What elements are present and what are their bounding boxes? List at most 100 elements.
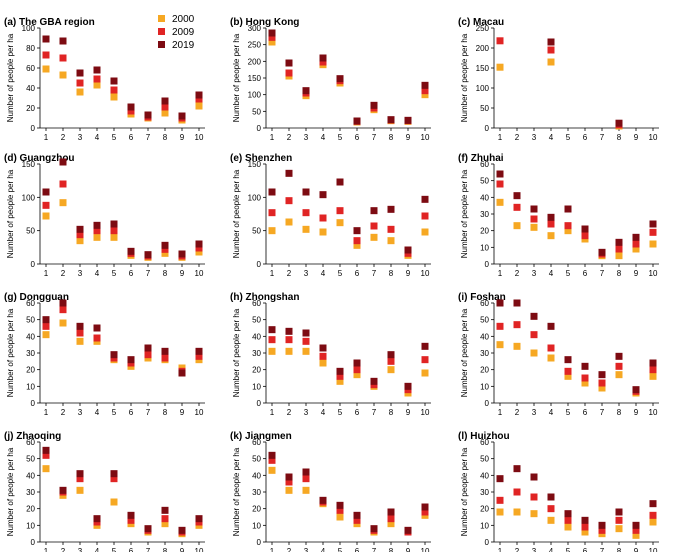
data-point-2019	[496, 299, 504, 307]
data-point-2000	[496, 341, 504, 349]
y-axis-label: Number of people per ha	[6, 308, 15, 397]
y-tick-label: 150	[22, 160, 36, 169]
data-point-2009	[302, 337, 310, 345]
y-tick-label: 100	[476, 84, 490, 93]
data-point-2000	[59, 199, 67, 207]
data-point-2019	[547, 213, 555, 221]
data-point-2019	[547, 38, 555, 46]
data-point-2009	[268, 209, 276, 217]
data-point-2019	[178, 369, 186, 377]
x-tick-label: 5	[566, 547, 571, 552]
y-tick-label: 20	[480, 366, 489, 375]
x-tick-label: 8	[617, 408, 622, 417]
x-tick-label: 5	[566, 133, 571, 142]
panel-4: (d) Guangzhou 0 50 100 150 1 2 3 4 5 6 7 8 9 10 Number …	[4, 153, 205, 278]
data-point-2000	[42, 65, 50, 73]
panel-6: (f) Zhuhai 0 10 20 30 40 50 60 1 2 3 4 5 6 7 8 9 10 Number…	[458, 153, 659, 278]
y-tick-label: 0	[31, 538, 36, 547]
data-point-2009	[76, 329, 84, 337]
data-point-2019	[370, 207, 378, 215]
x-tick-label: 2	[61, 547, 66, 552]
data-point-2019	[76, 470, 84, 478]
data-point-2019	[161, 241, 169, 249]
data-point-2009	[302, 209, 310, 217]
x-tick-label: 8	[163, 547, 168, 552]
data-point-2009	[513, 321, 521, 329]
data-point-2009	[615, 362, 623, 370]
data-point-2009	[195, 95, 203, 103]
data-point-2000	[598, 384, 606, 392]
data-point-2000	[564, 372, 572, 380]
data-point-2009	[632, 240, 640, 248]
data-point-2009	[513, 488, 521, 496]
y-tick-label: 50	[480, 104, 489, 113]
data-point-2009	[496, 496, 504, 504]
data-point-2000	[615, 525, 623, 533]
data-point-2019	[195, 240, 203, 248]
data-point-2019	[615, 508, 623, 516]
data-point-2000	[161, 109, 169, 117]
y-tick-label: 20	[26, 366, 35, 375]
data-point-2000	[336, 219, 344, 227]
data-point-2000	[76, 88, 84, 96]
x-tick-label: 4	[549, 133, 554, 142]
x-tick-label: 2	[515, 408, 520, 417]
data-point-2019	[285, 59, 293, 67]
x-tick-label: 8	[617, 133, 622, 142]
data-point-2019	[370, 377, 378, 385]
data-point-2019	[615, 352, 623, 360]
x-tick-label: 9	[180, 269, 185, 278]
data-point-2019	[127, 103, 135, 111]
data-point-2019	[564, 356, 572, 364]
data-point-2009	[353, 366, 361, 374]
data-point-2019	[387, 351, 395, 359]
x-tick-label: 10	[649, 408, 658, 417]
y-axis-label: Number of people per ha	[460, 33, 469, 122]
y-tick-label: 50	[252, 227, 261, 236]
data-point-2000	[547, 354, 555, 362]
data-point-2000	[76, 237, 84, 245]
y-tick-label: 50	[26, 455, 35, 464]
x-tick-label: 9	[180, 133, 185, 142]
data-point-2009	[336, 207, 344, 215]
y-tick-label: 30	[480, 488, 489, 497]
data-point-2019	[285, 169, 293, 177]
data-point-2009	[76, 475, 84, 483]
x-tick-label: 3	[532, 547, 537, 552]
data-point-2009	[581, 523, 589, 531]
data-point-2000	[513, 222, 521, 230]
data-point-2009	[110, 475, 118, 483]
data-point-2000	[319, 359, 327, 367]
x-tick-label: 1	[498, 547, 503, 552]
data-point-2009	[581, 374, 589, 382]
data-point-2009	[547, 505, 555, 513]
data-point-2000	[285, 218, 293, 226]
data-point-2000	[387, 237, 395, 245]
data-point-2019	[632, 521, 640, 529]
data-point-2000	[632, 245, 640, 253]
x-tick-label: 9	[406, 133, 411, 142]
y-tick-label: 30	[252, 488, 261, 497]
data-point-2009	[195, 244, 203, 252]
panel-title: (c) Macau	[458, 17, 504, 28]
y-tick-label: 50	[26, 227, 35, 236]
data-point-2019	[530, 312, 538, 320]
x-tick-label: 2	[61, 408, 66, 417]
data-point-2009	[421, 356, 429, 364]
data-point-2019	[59, 158, 67, 166]
data-point-2000	[42, 212, 50, 220]
y-tick-label: 50	[252, 455, 261, 464]
data-point-2019	[632, 386, 640, 394]
y-tick-label: 50	[480, 455, 489, 464]
data-point-2019	[42, 446, 50, 454]
x-tick-label: 4	[549, 408, 554, 417]
legend-label-2009: 2009	[172, 27, 195, 38]
data-point-2009	[319, 214, 327, 222]
x-tick-label: 10	[421, 547, 430, 552]
data-point-2009	[353, 516, 361, 524]
panel-9: (i) Foshan 0 10 20 30 40 50 60 1 2 3 4 5 6 7 8 9 10 Number…	[458, 292, 659, 417]
y-tick-label: 200	[476, 44, 490, 53]
y-tick-label: 50	[480, 316, 489, 325]
y-tick-label: 30	[480, 210, 489, 219]
